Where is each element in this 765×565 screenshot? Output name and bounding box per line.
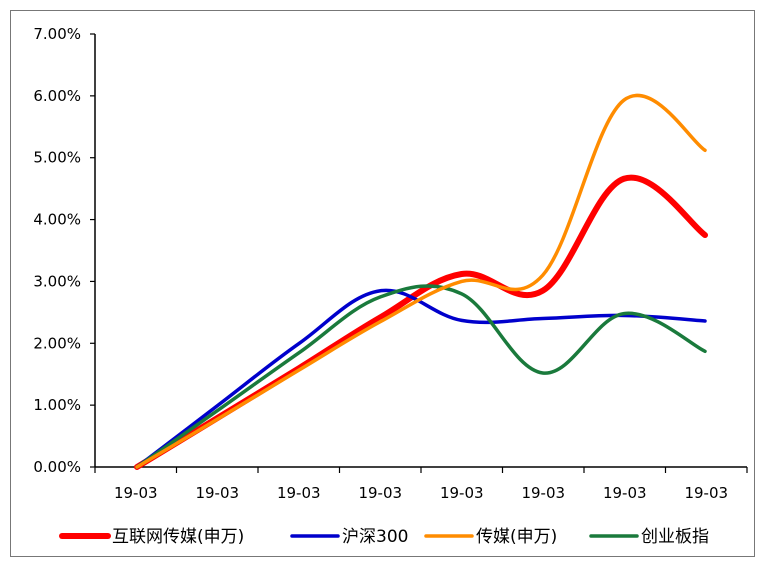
x-tick-label: 19-03 (277, 484, 321, 502)
y-tick-label: 0.00% (33, 458, 81, 476)
series-line-internet-media (134, 174, 708, 470)
y-tick-label: 6.00% (33, 87, 81, 105)
legend-label-chinext: 创业板指 (641, 527, 709, 547)
x-tick-label: 19-03 (521, 484, 565, 502)
x-tick-label: 19-03 (358, 484, 402, 502)
series-line-chinext (135, 284, 707, 469)
legend-label-internet-media: 互联网传媒(申万) (112, 527, 244, 547)
chart-frame (10, 10, 755, 557)
y-tick-label: 1.00% (33, 396, 81, 414)
x-tick-label: 19-03 (603, 484, 647, 502)
series-line-media (135, 93, 707, 469)
x-tick-label: 19-03 (440, 484, 484, 502)
x-tick-label: 19-03 (114, 484, 158, 502)
x-tick-label: 19-03 (684, 484, 728, 502)
legend: 互联网传媒(申万) 沪深300 传媒(申万) 创业板指 (59, 527, 709, 547)
x-axis: 19-03 19-03 19-03 19-03 19-03 19-03 19-03 19-03 (94, 466, 748, 502)
y-tick-label: 3.00% (33, 272, 81, 290)
legend-label-csi300: 沪深300 (342, 527, 408, 547)
series-lines (134, 93, 708, 470)
y-axis: 0.00% 1.00% 2.00% 3.00% 4.00% 5.00% 6.00% 7.00% (33, 25, 96, 476)
series-line-csi300 (135, 288, 707, 469)
y-tick-label: 2.00% (33, 334, 81, 352)
legend-label-media: 传媒(申万) (476, 527, 557, 547)
y-tick-label: 5.00% (33, 149, 81, 167)
x-tick-label: 19-03 (195, 484, 239, 502)
y-tick-label: 4.00% (33, 211, 81, 229)
y-tick-label: 7.00% (33, 25, 81, 43)
